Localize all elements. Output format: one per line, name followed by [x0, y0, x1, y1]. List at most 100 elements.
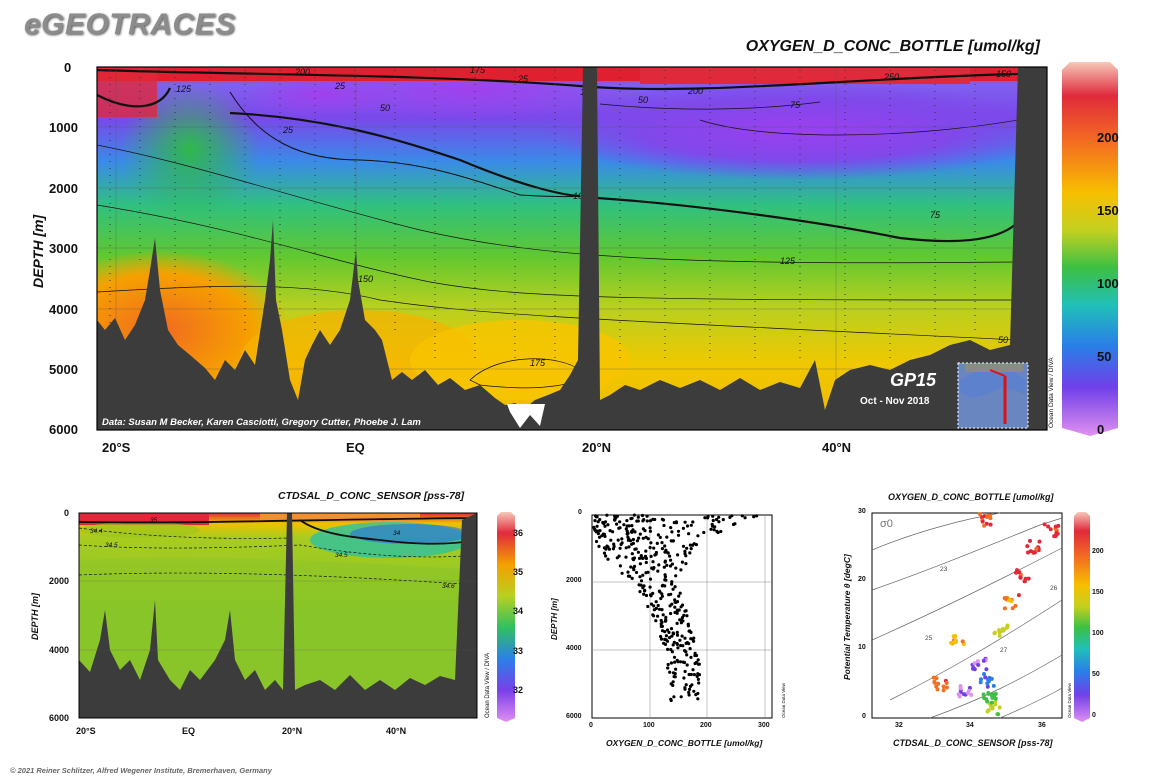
ts-plot-frame [871, 512, 1063, 719]
profile-point [666, 647, 670, 652]
profile-point [652, 546, 656, 550]
salinity-plot-frame [78, 512, 478, 719]
profile-point [624, 546, 628, 550]
profile-point [616, 538, 620, 542]
ts-point [989, 700, 994, 705]
sal-cbar-tick-32: 32 [513, 685, 524, 695]
main-cbar-tick-200: 200 [1097, 130, 1119, 145]
profile-point [664, 578, 668, 582]
profile-point [652, 608, 657, 612]
profile-point [648, 529, 653, 533]
profile-point [603, 534, 607, 539]
profile-point [665, 563, 669, 567]
salinity-contours [79, 517, 477, 586]
profile-point [648, 546, 652, 550]
profile-point [686, 624, 691, 628]
profile-point [626, 531, 630, 535]
copyright: © 2021 Reiner Schlitzer, Alfred Wegener … [10, 766, 272, 775]
ts-cbar-tick-0: 0 [1092, 712, 1096, 719]
contour-label-175b: 175 [530, 358, 546, 368]
contour-label-200a: 200 [294, 67, 310, 77]
profile-point [667, 630, 671, 635]
profile-ytick-6000: 6000 [566, 713, 582, 720]
profile-odv-credit: Ocean Data View [781, 683, 786, 718]
profile-point [685, 653, 689, 657]
ts-ytick-30: 30 [858, 508, 866, 515]
ts-cbar-tick-100: 100 [1092, 630, 1104, 637]
ts-point [1037, 539, 1042, 544]
profile-point [692, 639, 696, 643]
profile-point [677, 608, 681, 612]
profile-point [644, 560, 648, 565]
profile-point [683, 520, 687, 524]
ts-point [1004, 596, 1009, 600]
main-colorbar [1062, 62, 1118, 436]
profile-point [636, 515, 640, 519]
cruise-map-inset [957, 362, 1029, 429]
profile-point [673, 585, 677, 589]
profile-point [670, 582, 674, 586]
contour-label-75a: 75 [790, 100, 801, 110]
profile-point [615, 522, 619, 526]
profile-xlabel: OXYGEN_D_CONC_BOTTLE [umol/kg] [606, 738, 763, 748]
profile-point [665, 535, 669, 539]
contour-label-125b: 125 [780, 256, 796, 266]
isopycnal-label-25: 25 [925, 635, 933, 642]
cruise-label: GP15 [890, 370, 937, 390]
profile-point [728, 515, 732, 520]
ts-xtick-32: 32 [895, 722, 903, 729]
profile-point [669, 647, 673, 652]
profile-point [668, 554, 672, 558]
ts-point [979, 677, 983, 682]
ts-point [983, 675, 988, 680]
profile-point [666, 666, 670, 670]
sal-contour-label-35: 35 [150, 517, 158, 524]
profile-point [716, 530, 720, 535]
ts-point [982, 696, 987, 700]
profile-point [661, 613, 665, 617]
contour-label-50b: 50 [638, 95, 648, 105]
ts-point [1000, 627, 1005, 631]
profile-point [639, 554, 643, 558]
profile-point [634, 570, 639, 575]
profile-point [606, 523, 610, 527]
profile-point [683, 669, 687, 674]
ts-colorbar [1074, 512, 1090, 722]
sal-xtick-40n: 40°N [386, 726, 407, 736]
profile-point [689, 523, 693, 527]
profile-point [659, 637, 664, 641]
profile-point [717, 520, 721, 524]
profile-point [670, 634, 674, 638]
ts-title: OXYGEN_D_CONC_BOTTLE [umol/kg] [888, 492, 1054, 502]
profile-point [672, 640, 676, 644]
ts-ylabel: Potential Temperature θ [degC] [842, 554, 852, 680]
ts-point [1042, 522, 1047, 527]
profile-point [663, 573, 667, 577]
ts-point [935, 687, 940, 692]
ts-point [993, 696, 998, 701]
ts-point [972, 661, 977, 666]
profile-point [702, 530, 706, 535]
profile-point [660, 594, 665, 598]
profile-point [680, 603, 685, 607]
profile-point [687, 693, 691, 697]
profile-point [618, 546, 622, 550]
profile-ylabel: DEPTH [m] [550, 598, 559, 640]
profile-point [662, 641, 666, 645]
profile-point [603, 524, 607, 528]
profile-point [637, 556, 642, 561]
profile-point [669, 682, 673, 686]
profile-point [712, 528, 716, 532]
profile-point [597, 535, 602, 539]
seafloor-bathymetry [97, 67, 1047, 430]
ts-point [982, 672, 986, 676]
profile-point [649, 541, 653, 545]
main-odv-credit: Ocean Data View / DIVA [1048, 357, 1055, 428]
main-ytick-2000: 2000 [49, 181, 78, 196]
profile-point [620, 537, 624, 541]
sal-ytick-4000: 4000 [49, 645, 70, 655]
profile-point [689, 547, 693, 551]
ts-point [1013, 603, 1018, 608]
main-ytick-6000: 6000 [49, 422, 78, 437]
ts-point [1052, 534, 1057, 539]
